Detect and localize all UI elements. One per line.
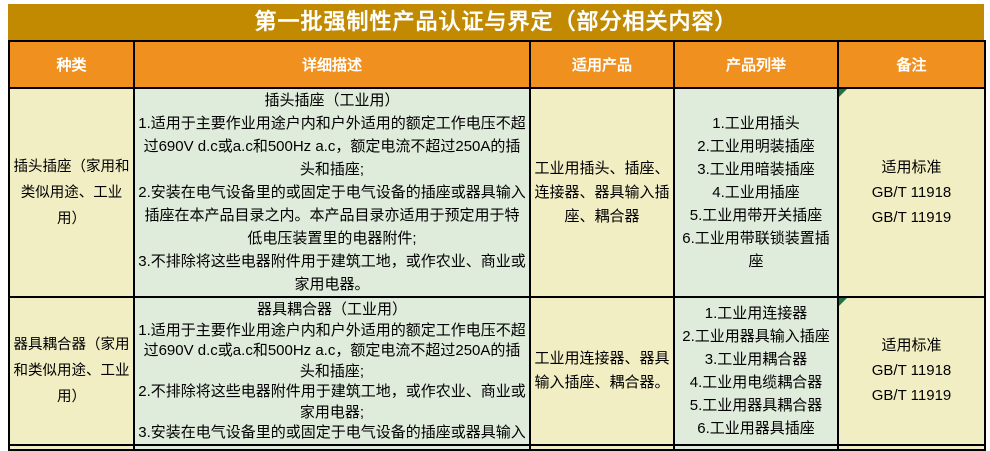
partial-row-cell bbox=[673, 443, 839, 451]
product-list-item: 3.工业用耦合器 bbox=[704, 350, 808, 368]
product-list-item: 1.工业用连接器 bbox=[704, 304, 808, 322]
product-list-item: 5.工业用器具耦合器 bbox=[689, 396, 823, 414]
remark-line: GB/T 11919 bbox=[871, 387, 952, 405]
table-row: 插头插座（家用和类似用途、工业用） 插头插座（工业用） 1.适用于主要作业用途户… bbox=[8, 87, 986, 298]
cell-remark: 适用标准 GB/T 11918 GB/T 11919 bbox=[837, 87, 986, 298]
col-header-applicable-products: 适用产品 bbox=[529, 40, 675, 89]
description-item: 2.不排除将这些电器附件用于建筑工地，或作农业、商业或家用电器; bbox=[138, 383, 526, 421]
product-list-item: 4.工业用电缆耦合器 bbox=[689, 373, 823, 391]
description-heading: 插头插座（工业用） bbox=[264, 92, 400, 109]
cell-flag-triangle-icon bbox=[839, 89, 847, 97]
cell-flag-triangle-icon bbox=[839, 298, 847, 306]
cell-product-list: 1.工业用连接器 2.工业用器具输入插座 3.工业用耦合器 4.工业用电缆耦合器… bbox=[673, 296, 839, 446]
description-item: 3.不排除将这些电器附件用于建筑工地，或作农业、商业或家用电器。 bbox=[138, 253, 526, 293]
product-list-item: 1.工业用插头 bbox=[712, 115, 800, 132]
cell-applicable-products: 工业用插头、插座、连接器、器具输入插座、耦合器 bbox=[529, 87, 675, 298]
cell-kind: 器具耦合器（家用和类似用途、工业用） bbox=[8, 296, 135, 446]
cell-applicable-products: 工业用连接器、器具输入插座、耦合器。 bbox=[529, 296, 675, 446]
partial-row-cell bbox=[133, 443, 531, 451]
table-title: 第一批强制性产品认证与界定（部分相关内容） bbox=[8, 4, 984, 40]
col-header-product-list: 产品列举 bbox=[673, 40, 839, 89]
product-list-item: 4.工业用插座 bbox=[712, 184, 800, 201]
col-header-remark: 备注 bbox=[837, 40, 986, 89]
cell-kind: 插头插座（家用和类似用途、工业用） bbox=[8, 87, 135, 298]
description-item: 1.适用于主要作业用途户内和户外适用的额定工作电压不超过690V d.c或a.c… bbox=[138, 115, 526, 178]
description-item: 2.安装在电气设备里的或固定于电气设备的插座或器具输入插座在本产品目录之内。本产… bbox=[138, 184, 526, 247]
description-content: 插头插座（工业用） 1.适用于主要作业用途户内和户外适用的额定工作电压不超过69… bbox=[138, 89, 526, 296]
remark-line: GB/T 11918 bbox=[871, 362, 952, 380]
remark-line: 适用标准 bbox=[881, 337, 942, 355]
certification-table: 种类 详细描述 适用产品 产品列举 备注 插头插座（家用和类似用途、工业用） 插… bbox=[8, 40, 986, 451]
remark-line: GB/T 11918 bbox=[871, 184, 952, 201]
partial-row-cell bbox=[529, 443, 675, 451]
table-row-clipped bbox=[8, 443, 986, 451]
description-content: 器具耦合器（工业用） 1.适用于主要作业用途户内和户外适用的额定工作电压不超过6… bbox=[138, 298, 526, 444]
remark-line: 适用标准 bbox=[881, 159, 942, 176]
partial-row-cell bbox=[837, 443, 986, 451]
product-list-item: 2.工业用明装插座 bbox=[697, 138, 815, 155]
col-header-description: 详细描述 bbox=[133, 40, 531, 89]
description-heading: 器具耦合器（工业用） bbox=[256, 301, 407, 318]
description-item: 3.安装在电气设备里的或固定于电气设备的插座或器具输入 bbox=[138, 424, 526, 441]
col-header-kind: 种类 bbox=[8, 40, 135, 89]
cell-description: 插头插座（工业用） 1.适用于主要作业用途户内和户外适用的额定工作电压不超过69… bbox=[133, 87, 531, 298]
remark-line: GB/T 11919 bbox=[871, 209, 952, 226]
description-item: 1.适用于主要作业用途户内和户外适用的额定工作电压不超过690V d.c或a.c… bbox=[138, 321, 526, 380]
product-list-item: 6.工业用带联锁装置插座 bbox=[682, 230, 830, 270]
partial-row-cell bbox=[8, 443, 135, 451]
product-list-item: 6.工业用器具插座 bbox=[697, 419, 815, 437]
cell-product-list: 1.工业用插头 2.工业用明装插座 3.工业用暗装插座 4.工业用插座 5.工业… bbox=[673, 87, 839, 298]
cell-remark: 适用标准 GB/T 11918 GB/T 11919 bbox=[837, 296, 986, 446]
header-row: 种类 详细描述 适用产品 产品列举 备注 bbox=[8, 40, 986, 89]
cell-description: 器具耦合器（工业用） 1.适用于主要作业用途户内和户外适用的额定工作电压不超过6… bbox=[133, 296, 531, 446]
table-row: 器具耦合器（家用和类似用途、工业用） 器具耦合器（工业用） 1.适用于主要作业用… bbox=[8, 296, 986, 446]
product-list-item: 2.工业用器具输入插座 bbox=[682, 327, 830, 345]
product-list-item: 3.工业用暗装插座 bbox=[697, 161, 815, 178]
product-list-item: 5.工业用带开关插座 bbox=[689, 207, 823, 224]
